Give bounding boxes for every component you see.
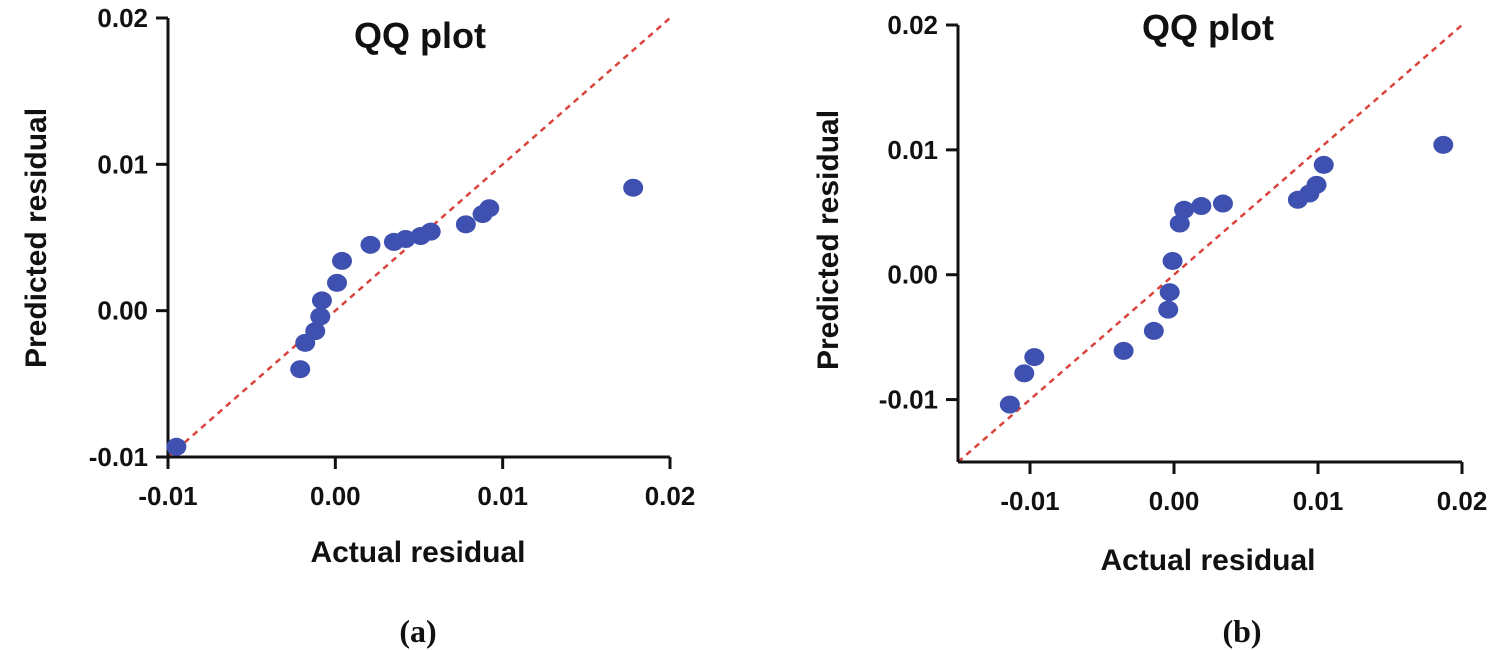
panel-a-data-point — [305, 322, 326, 341]
panel-a-data-point — [360, 235, 381, 254]
panel-a-plot-area: -0.01 0.00 0.01 0.02 -0.01 0.00 0.01 0.02 — [89, 3, 696, 511]
panel-a-y-tick-label: 0.01 — [97, 149, 148, 179]
panel-b-plot-area: -0.01 0.00 0.01 0.02 -0.01 0.00 0.01 0.02 — [879, 10, 1488, 516]
panel-a-caption: (a) — [399, 613, 436, 649]
panel-a-data-point — [455, 215, 476, 234]
panel-b-caption: (b) — [1222, 613, 1261, 649]
panel-a-data-point — [310, 307, 331, 326]
panel-a-x-tick-label: 0.02 — [645, 481, 696, 511]
panel-a-data-point — [290, 360, 311, 379]
panel-a-data-point — [479, 199, 500, 218]
panel-a-data-point — [623, 178, 644, 197]
panel-b-title: QQ plot — [1142, 7, 1274, 48]
panel-b-data-point — [1143, 321, 1164, 340]
panel-b-data-point — [1159, 283, 1180, 302]
panel-a-x-tick-label: 0.00 — [310, 481, 361, 511]
panel-a-data-point — [395, 229, 416, 248]
panel-a-xlabel: Actual residual — [310, 536, 525, 569]
panel-b-x-tick-label: 0.00 — [1149, 486, 1200, 516]
panel-b-data-point — [1113, 341, 1134, 360]
panel-a-x-tick-label: 0.01 — [477, 481, 528, 511]
panel-a-ylabel: Predicted residual — [20, 108, 53, 368]
panel-b-y-tick-label: 0.02 — [887, 10, 938, 40]
panel-a: QQ plot Actual residual Predicted residu… — [20, 3, 695, 649]
panel-b-data-point — [1014, 364, 1035, 383]
panel-b: QQ plot Actual residual Predicted residu… — [812, 7, 1487, 649]
panel-b-data-point — [1313, 155, 1334, 174]
panel-a-y-tick-label: 0.00 — [97, 296, 148, 326]
panel-b-x-tick-label: 0.01 — [1293, 486, 1344, 516]
panel-b-xlabel: Actual residual — [1100, 544, 1315, 577]
panel-b-data-point — [1174, 200, 1195, 219]
panel-a-y-tick-label: -0.01 — [89, 442, 148, 472]
panel-b-ylabel: Predicted residual — [812, 110, 845, 370]
panel-a-data-point — [311, 291, 332, 310]
panel-b-data-point — [1306, 175, 1327, 194]
panel-b-x-tick-label: -0.01 — [1000, 486, 1059, 516]
panel-b-data-point — [1433, 135, 1454, 154]
panel-b-y-tick-label: 0.00 — [887, 260, 938, 290]
panel-a-y-tick-label: 0.02 — [97, 3, 148, 33]
panel-b-data-point — [1212, 194, 1233, 213]
panel-a-title: QQ plot — [354, 15, 486, 56]
panel-b-y-tick-label: 0.01 — [887, 135, 938, 165]
panel-b-reference-line — [957, 24, 1463, 463]
panel-b-data-point — [999, 395, 1020, 414]
panel-b-data-point — [1191, 197, 1212, 216]
panel-b-y-tick-label: -0.01 — [879, 385, 938, 415]
panel-b-x-tick-label: 0.02 — [1437, 486, 1488, 516]
panel-a-data-point — [332, 251, 353, 270]
panel-b-data-point — [1024, 348, 1045, 367]
panel-a-data-point — [166, 437, 187, 456]
panel-b-data-point — [1158, 300, 1179, 319]
panel-a-data-point — [327, 273, 348, 292]
panel-b-data-point — [1162, 251, 1183, 270]
panel-a-data-point — [420, 222, 441, 241]
panel-b-data-point — [1169, 214, 1190, 233]
panel-a-x-tick-label: -0.01 — [138, 481, 197, 511]
